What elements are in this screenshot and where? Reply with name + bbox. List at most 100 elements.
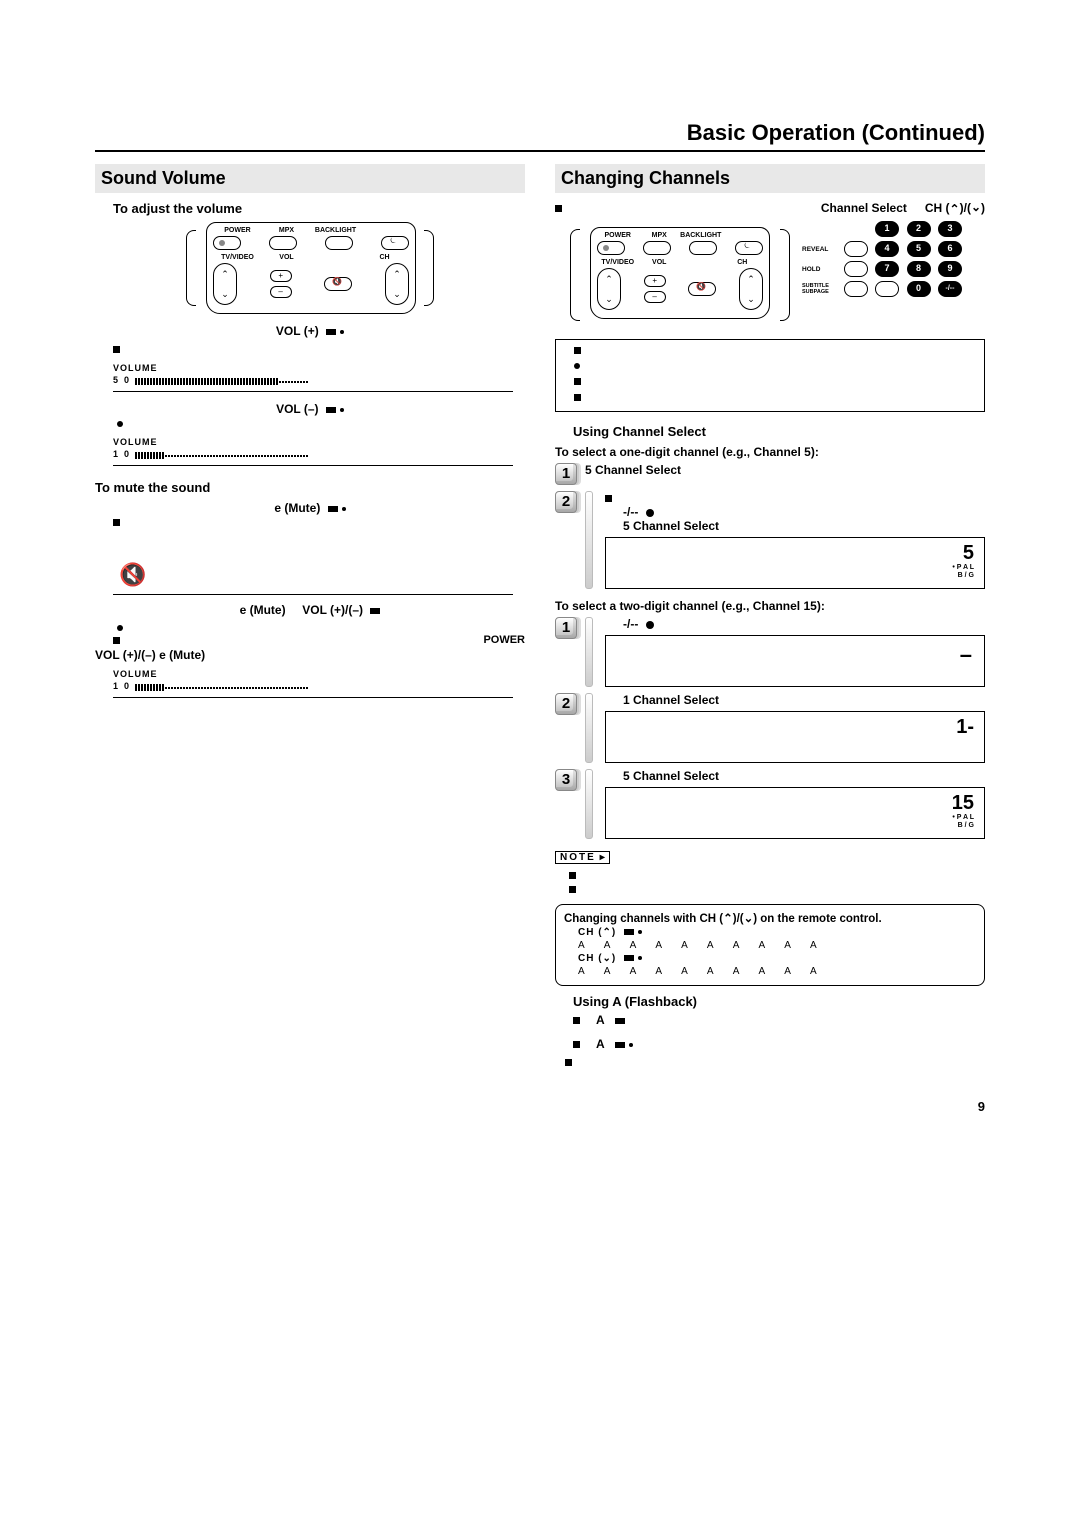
square-icon — [326, 407, 336, 413]
page-number: 9 — [95, 1099, 985, 1114]
power-button-icon — [213, 236, 241, 250]
bracket-left-icon — [186, 230, 196, 306]
bracket-icon — [780, 229, 790, 321]
lbl-mpx: MPX — [262, 227, 311, 234]
square-icon — [370, 608, 380, 614]
bullet-icon — [574, 378, 581, 385]
vol-left-digit: 1 — [113, 449, 118, 459]
key-0: 0 — [907, 281, 931, 297]
step-bar-icon — [585, 491, 593, 589]
bracket-icon — [570, 229, 580, 321]
bullet-icon — [555, 205, 562, 212]
lbl: CH — [722, 259, 764, 266]
ch-updown-label: CH (⌃)/(⌄) — [925, 201, 985, 215]
screen-preview: – — [605, 635, 985, 687]
screen-channel: 1- — [956, 716, 974, 739]
mute-release-row: e (Mute) VOL (+)/(–) — [95, 603, 525, 617]
mute-icon: 🔇 — [119, 562, 146, 588]
power-button-icon — [597, 241, 625, 255]
channel-guide-box: Changing channels with CH (⌃)/(⌄) on the… — [555, 904, 985, 986]
mute-bottom-row: VOL (+)/(–) e (Mute) — [95, 648, 525, 662]
a-sequence-right: A A A A A A A A A A — [578, 940, 976, 951]
rocker-icon: ⌃⌄ — [597, 268, 621, 310]
adjust-volume-heading: To adjust the volume — [113, 201, 525, 216]
sleep-button-icon — [735, 241, 763, 255]
volume-osd-10: VOLUME 1 0 — [113, 434, 513, 466]
lbl: VOL — [639, 259, 681, 266]
bullet-icon — [117, 625, 123, 631]
vol-plus-row: VOL (+) — [95, 324, 525, 338]
using-channel-select-heading: Using Channel Select — [573, 424, 985, 439]
vol-left-digit: 5 — [113, 375, 118, 385]
step-bar-icon — [585, 693, 593, 763]
ch-up-label: CH (⌃) — [578, 927, 616, 938]
key-2: 2 — [907, 221, 931, 237]
square-icon — [624, 955, 634, 961]
ch-rocker-icon: ⌃⌄ — [385, 263, 409, 305]
left-column: Sound Volume To adjust the volume POWER … — [95, 164, 525, 1069]
power-label: POWER — [483, 634, 525, 646]
step-text: -/-- — [623, 505, 638, 519]
volume-osd-10b: VOLUME 1 0 — [113, 666, 513, 698]
mute-press-label: e (Mute) — [274, 501, 320, 515]
keypad-diagram: 1 2 3 REVEAL 4 5 6 HOLD 7 8 9 — [802, 221, 962, 329]
lbl-tvvideo: TV/VIDEO — [213, 254, 262, 261]
bullet-icon — [605, 495, 612, 502]
backlight-button-icon — [325, 236, 353, 250]
two-digit-heading: To select a two-digit channel (e.g., Cha… — [555, 599, 985, 613]
lbl-vol: VOL — [262, 254, 311, 261]
key-3: 3 — [938, 221, 962, 237]
flashback-a: A — [596, 1037, 605, 1051]
lbl: TV/VIDEO — [597, 259, 639, 266]
flashback-section: Using A (Flashback) A A — [555, 994, 985, 1069]
bullet-icon — [113, 637, 120, 644]
bullet-icon — [113, 346, 120, 353]
tvvideo-rocker-icon: ⌃⌄ — [213, 263, 237, 305]
dot-icon — [646, 621, 654, 629]
step-number: 3 — [555, 769, 577, 791]
lbl: POWER — [597, 232, 639, 239]
screen-preview: 1- — [605, 711, 985, 763]
flashback-heading: Using A (Flashback) — [573, 994, 985, 1009]
note-bullet — [569, 882, 985, 896]
sleep-button-icon — [381, 236, 409, 250]
ch-dn-label: CH (⌄) — [578, 953, 616, 964]
key-1: 1 — [875, 221, 899, 237]
ch-dn-row: CH (⌄) — [578, 953, 976, 964]
step-bar-icon — [585, 617, 593, 687]
remote-and-keypad: POWER MPX BACKLIGHT TV/VIDEO VOL — [555, 221, 985, 329]
lbl-ch: CH — [360, 254, 409, 261]
hold-btn-icon — [844, 261, 868, 277]
flashback-a: A — [596, 1013, 605, 1027]
mute-osd-box: 🔇 — [113, 535, 513, 595]
step-number: 1 — [555, 617, 577, 639]
reveal-btn-icon — [844, 241, 868, 257]
channel-select-header: Channel Select CH (⌃)/(⌄) — [555, 201, 985, 215]
sound-volume-heading: Sound Volume — [95, 164, 525, 193]
bullet-icon — [117, 421, 123, 427]
subtitle-btn-icon — [844, 281, 868, 297]
flashback-line: A — [573, 1013, 985, 1027]
vol-minus-row: VOL (–) — [95, 402, 525, 416]
volume-osd-label: VOLUME — [113, 363, 513, 373]
step-text: 1 Channel Select — [623, 693, 719, 707]
volume-bar-50 — [135, 377, 513, 384]
volume-osd-50: VOLUME 5 0 — [113, 360, 513, 392]
key-4: 4 — [875, 241, 899, 257]
lbl — [722, 232, 764, 239]
lbl-power: POWER — [213, 227, 262, 234]
square-icon — [326, 329, 336, 335]
step-1a: 1 5 Channel Select — [555, 463, 985, 485]
bullet-icon — [574, 394, 581, 401]
key-8: 8 — [907, 261, 931, 277]
volume-bar-10 — [135, 451, 513, 458]
screen-dash: – — [960, 642, 972, 668]
vol-left-digit: 1 — [113, 681, 118, 691]
vol-minus-pill: – — [270, 286, 292, 298]
screen-channel: 5 — [963, 542, 974, 565]
rocker-icon: ⌃⌄ — [739, 268, 763, 310]
mute-icon — [688, 282, 716, 296]
lbl-backlight: BACKLIGHT — [311, 227, 360, 234]
screen-sub: • P A LB / G — [952, 564, 974, 579]
flashback-line — [565, 1055, 985, 1069]
